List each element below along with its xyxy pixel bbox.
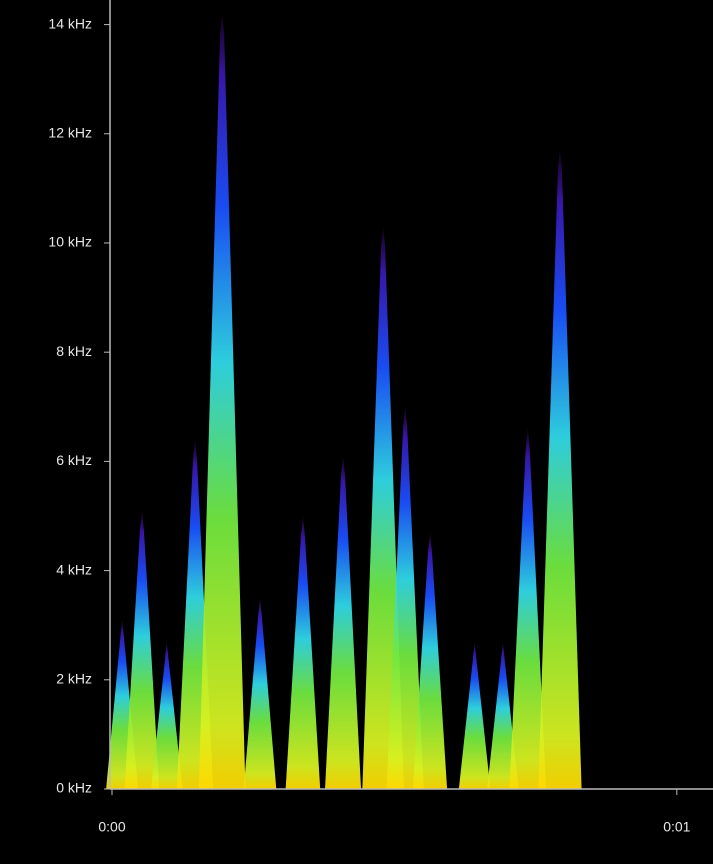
spectral-peak	[151, 641, 183, 789]
y-tick-label: 12 kHz	[48, 124, 92, 140]
y-tick-label: 2 kHz	[56, 670, 92, 686]
spectral-peak	[487, 641, 519, 789]
spectral-peak	[325, 455, 362, 789]
spectral-peak	[386, 406, 424, 789]
y-tick-label: 10 kHz	[48, 234, 92, 250]
y-tick-label: 14 kHz	[48, 15, 92, 31]
spectral-peak	[285, 515, 321, 789]
spectral-peak	[458, 641, 491, 789]
spectral-peak	[243, 597, 277, 789]
y-tick-label: 0 kHz	[56, 780, 92, 796]
spectral-peak	[412, 532, 448, 789]
spectral-peak	[538, 150, 582, 790]
spectral-peak	[198, 13, 246, 790]
y-tick-label: 8 kHz	[56, 343, 92, 359]
y-tick-label: 4 kHz	[56, 561, 92, 577]
x-tick-label: 0:00	[98, 819, 125, 835]
y-tick-label: 6 kHz	[56, 452, 92, 468]
x-tick-label: 0:01	[663, 819, 690, 835]
spectral-peak	[509, 428, 547, 789]
spectral-peak	[124, 510, 160, 789]
